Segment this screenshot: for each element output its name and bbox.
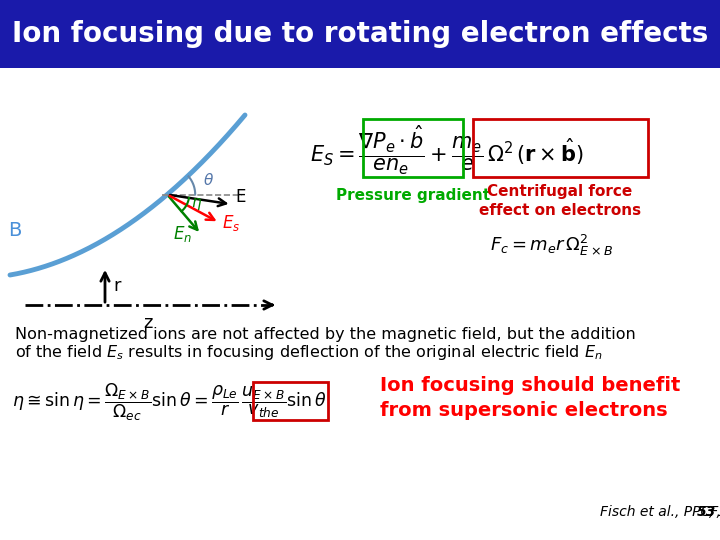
Text: $\eta \cong \sin\eta = \dfrac{\Omega_{E\times B}}{\Omega_{ec}}\sin\theta = \dfra: $\eta \cong \sin\eta = \dfrac{\Omega_{E\… xyxy=(12,381,327,423)
Text: $F_c = m_e r\,\Omega^2_{E\times B}$: $F_c = m_e r\,\Omega^2_{E\times B}$ xyxy=(490,232,613,258)
Text: $E_S = \dfrac{\nabla P_e \cdot \hat{b}}{en_e} + \dfrac{m_e}{e}\,\Omega^2\,(\math: $E_S = \dfrac{\nabla P_e \cdot \hat{b}}{… xyxy=(310,123,584,177)
FancyBboxPatch shape xyxy=(0,68,720,540)
Text: z: z xyxy=(143,314,153,332)
Text: Non-magnetized ions are not affected by the magnetic field, but the addition: Non-magnetized ions are not affected by … xyxy=(15,327,636,342)
Text: Fisch et al., PPCF,: Fisch et al., PPCF, xyxy=(600,505,720,519)
Text: $E_s$: $E_s$ xyxy=(222,213,240,233)
Text: B: B xyxy=(8,220,22,240)
FancyBboxPatch shape xyxy=(0,0,720,68)
Text: Ion focusing due to rotating electron effects: Ion focusing due to rotating electron ef… xyxy=(12,20,708,48)
Text: , 124038 (2011): , 124038 (2011) xyxy=(709,505,720,519)
Bar xyxy=(253,382,328,420)
Text: Pressure gradient: Pressure gradient xyxy=(336,188,490,203)
Text: $\eta$: $\eta$ xyxy=(192,195,202,212)
Text: 53: 53 xyxy=(697,505,716,519)
Bar xyxy=(363,119,463,177)
Text: r: r xyxy=(113,277,120,295)
Text: Ion focusing should benefit
from supersonic electrons: Ion focusing should benefit from superso… xyxy=(380,376,680,420)
Text: $E_n$: $E_n$ xyxy=(173,224,192,244)
Text: $\theta$: $\theta$ xyxy=(203,172,215,187)
Bar xyxy=(473,119,648,177)
Text: E: E xyxy=(235,188,246,206)
Text: Centrifugal force
effect on electrons: Centrifugal force effect on electrons xyxy=(479,184,641,218)
Text: of the field $E_s$ results in focusing deflection of the original electric field: of the field $E_s$ results in focusing d… xyxy=(15,342,603,361)
